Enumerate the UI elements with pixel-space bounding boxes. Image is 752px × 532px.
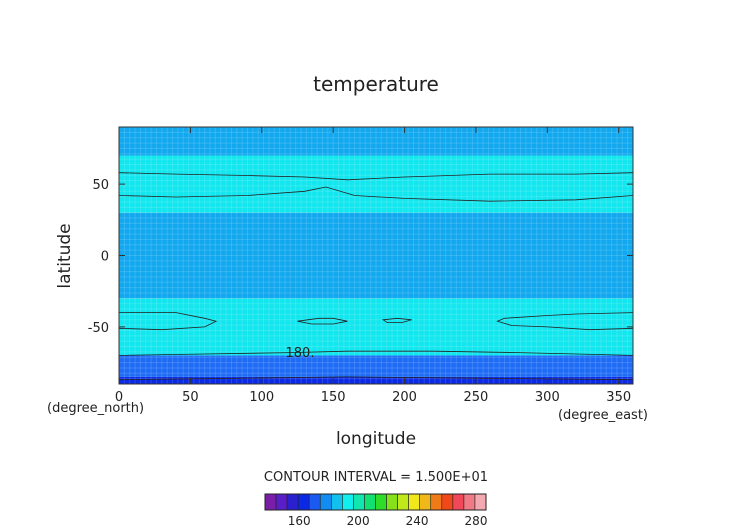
x-tick-label: 0: [115, 390, 123, 405]
x-tick-label: 250: [464, 390, 489, 405]
colorbar-swatch: [386, 493, 398, 511]
colorbar-tick-label: 160: [288, 514, 311, 528]
colorbar-swatch: [319, 493, 332, 511]
colorbar-swatch: [286, 493, 299, 511]
x-axis-label: longitude: [336, 429, 416, 449]
colorbar-ticks: 160 200 240 280: [288, 514, 488, 528]
contour-lines: [119, 172, 633, 381]
colorbar-tick-label: 240: [406, 514, 429, 528]
x-axis-ticks: 0 50 100 150 200 250 300 350: [115, 127, 631, 405]
y-axis-label: latitude: [55, 223, 75, 288]
colorbar-swatch: [452, 493, 465, 511]
contour-line: [381, 317, 412, 323]
colorbar-swatch: [397, 493, 409, 511]
colorbar-swatch: [264, 493, 277, 511]
contour-line: [119, 376, 633, 381]
colorbar: [264, 493, 487, 511]
colorbar-swatch: [297, 493, 310, 511]
colorbar-tick-label: 200: [347, 514, 370, 528]
colorbar-swatch: [364, 493, 376, 511]
colorbar-swatch: [441, 493, 454, 511]
band: [119, 355, 633, 377]
colorbar-swatch: [330, 493, 343, 511]
x-tick-label: 100: [249, 390, 274, 405]
y-tick-label: 0: [101, 250, 109, 265]
band: [119, 376, 633, 384]
x-tick-label: 200: [392, 390, 417, 405]
colorbar-swatch: [342, 493, 354, 511]
colorbar-swatch: [375, 493, 387, 511]
colorbar-frame: [264, 493, 487, 511]
colorbar-swatch: [474, 493, 487, 511]
colorbar-swatch: [275, 493, 288, 511]
band: [119, 212, 633, 299]
colorbar-swatch: [419, 493, 432, 511]
contour-line: [119, 312, 218, 331]
colorbar-swatch: [463, 493, 476, 511]
y-axis-ticks: -50 0 50: [88, 178, 633, 336]
colorbar-swatch: [308, 493, 321, 511]
contour-line: [496, 312, 633, 331]
contour-interval-text: CONTOUR INTERVAL = 1.500E+01: [264, 470, 488, 485]
colorbar-swatch: [430, 493, 443, 511]
y-tick-label: 50: [92, 178, 109, 193]
colorbar-swatch: [353, 493, 365, 511]
x-tick-label: 150: [321, 390, 346, 405]
colorbar-swatch: [408, 493, 420, 511]
contour-label: 180.: [286, 346, 315, 361]
x-tick-label: 50: [182, 390, 199, 405]
contour-line: [119, 172, 633, 181]
x-tick-label: 350: [606, 390, 631, 405]
contour-line: [119, 186, 633, 202]
y-unit-label: (degree_north): [47, 401, 144, 416]
band: [119, 155, 633, 213]
colorbar-tick-label: 280: [465, 514, 488, 528]
x-tick-label: 300: [535, 390, 560, 405]
plot-area: [119, 127, 633, 384]
contour-line: [297, 317, 348, 325]
y-tick-label: -50: [88, 321, 109, 336]
chart-title: temperature: [313, 72, 439, 96]
x-unit-label: (degree_east): [558, 408, 648, 423]
contour-line: [119, 350, 633, 356]
